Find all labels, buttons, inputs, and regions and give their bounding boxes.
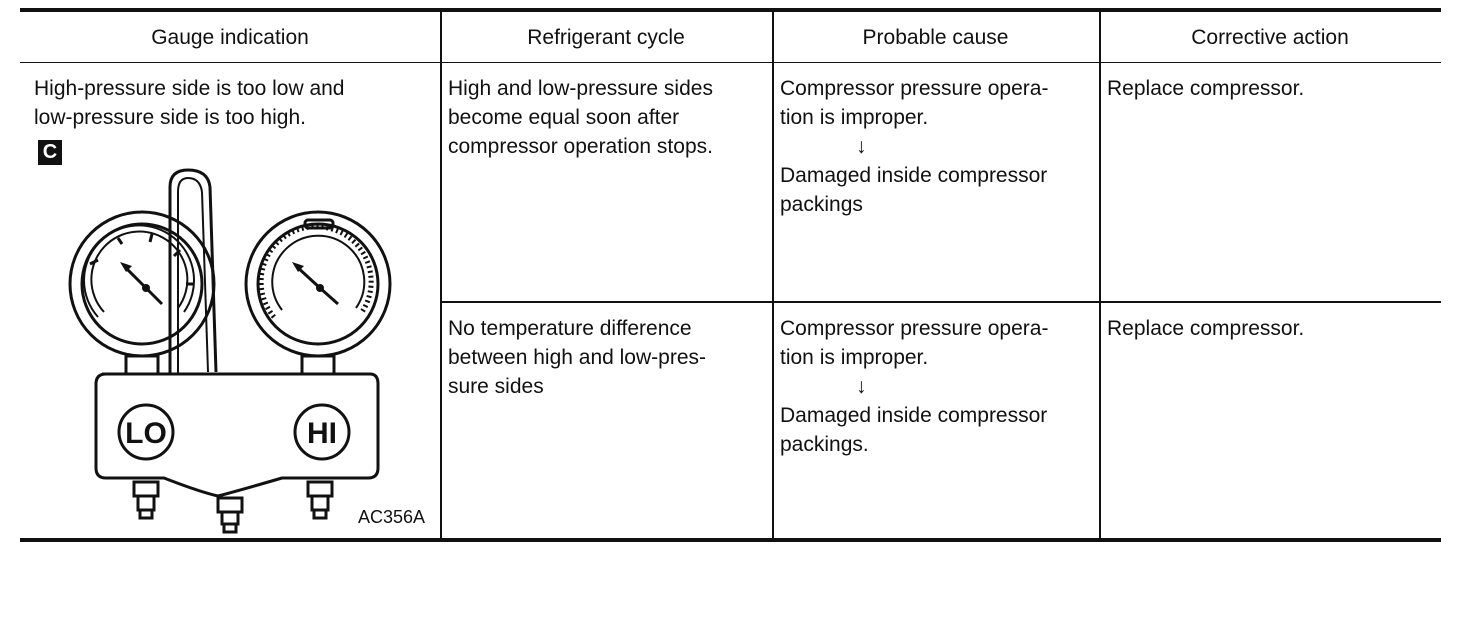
row2-corrective-action: Replace compressor.	[1107, 317, 1305, 340]
cycle-line: sure sides	[448, 375, 544, 398]
cycle-line: High and low-pressure sides	[448, 77, 713, 100]
header-probable-cause: Probable cause	[862, 26, 1009, 49]
row1-probable-cause: Compressor pressure opera- tion is impro…	[780, 74, 1048, 219]
row2-refrigerant-cycle: No temperature difference between high a…	[448, 314, 706, 401]
header-gauge-indication: Gauge indication	[151, 26, 309, 49]
cause-line: Compressor pressure opera-	[780, 77, 1049, 100]
condition-badge: C	[38, 140, 62, 165]
cause-line: Compressor pressure opera-	[780, 317, 1049, 340]
cause-line: packings	[780, 193, 863, 216]
column-divider	[1099, 12, 1101, 542]
lo-label: LO	[125, 417, 167, 450]
row1-refrigerant-cycle: High and low-pressure sides become equal…	[448, 74, 713, 161]
figure-code: AC356A	[358, 507, 426, 527]
column-divider	[772, 12, 774, 542]
header-refrigerant-cycle: Refrigerant cycle	[527, 26, 685, 49]
down-arrow-icon: ↓	[856, 375, 867, 398]
cause-line: Damaged inside compressor	[780, 164, 1048, 187]
row1-corrective-action: Replace compressor.	[1107, 77, 1305, 100]
column-divider	[440, 12, 442, 542]
cycle-line: No temperature difference	[448, 317, 692, 340]
header-corrective-action: Corrective action	[1191, 26, 1349, 49]
table-header: Gauge indication Refrigerant cycle Proba…	[20, 12, 1441, 63]
cause-line: Damaged inside compressor	[780, 404, 1048, 427]
down-arrow-icon: ↓	[856, 135, 867, 158]
manifold-gauge-illustration: LO HI	[68, 168, 392, 534]
gauge-indication-line: High-pressure side is too low and	[34, 77, 345, 100]
row2-probable-cause: Compressor pressure opera- tion is impro…	[780, 314, 1048, 459]
gauge-indication-text: High-pressure side is too low and low-pr…	[34, 74, 345, 132]
hi-label: HI	[307, 417, 337, 450]
cycle-line: between high and low-pres-	[448, 346, 706, 369]
cycle-line: become equal soon after	[448, 106, 680, 129]
cause-line: tion is improper.	[780, 106, 929, 129]
cause-line: packings.	[780, 433, 869, 456]
cycle-line: compressor operation stops.	[448, 135, 713, 158]
cause-line: tion is improper.	[780, 346, 929, 369]
row-divider	[440, 301, 1441, 303]
gauge-indication-line: low-pressure side is too high.	[34, 106, 306, 129]
diagnosis-table: Gauge indication Refrigerant cycle Proba…	[20, 8, 1441, 542]
